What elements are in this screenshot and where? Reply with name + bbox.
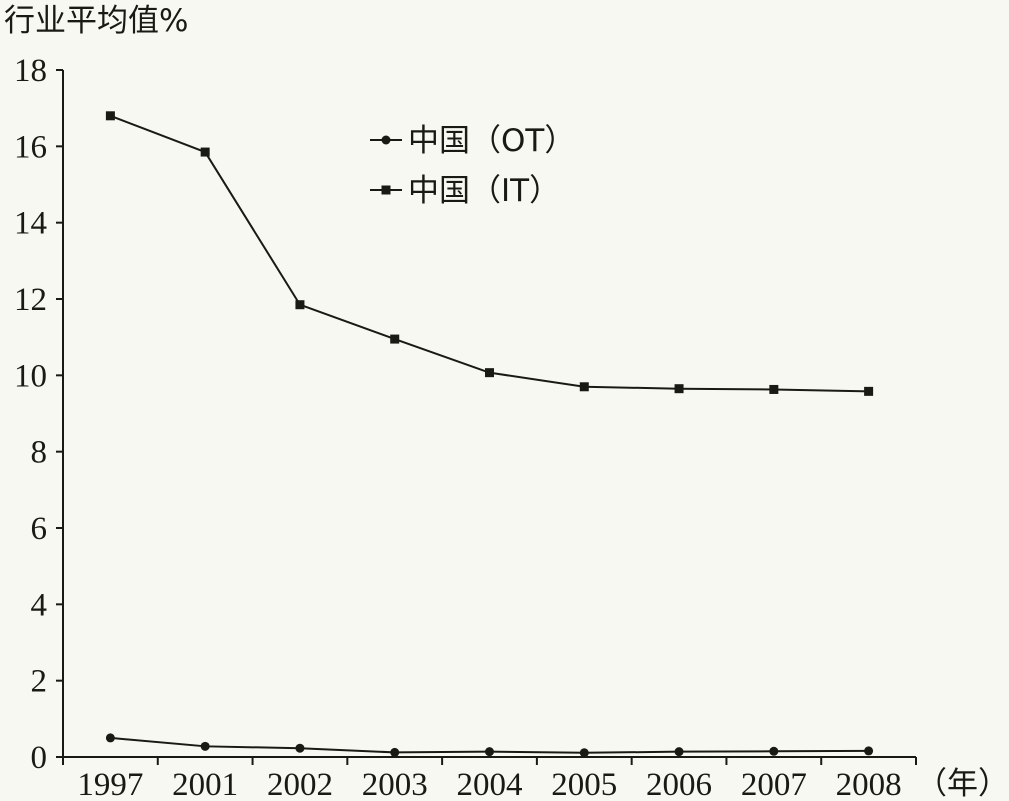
- x-tick-labels: 1997 2001 2002 2003 2004 2005 2006 2007 2008: [77, 767, 901, 801]
- circle-point: [769, 746, 779, 756]
- x-tick-label: 2007: [741, 767, 807, 801]
- y-tick-label: 12: [14, 282, 47, 318]
- series-layer: [105, 111, 874, 758]
- circle-point: [390, 747, 400, 757]
- legend: 中国（OT） 中国（IT）: [370, 123, 575, 209]
- x-tick-label: 2005: [551, 767, 617, 801]
- x-tick-label: 2001: [172, 767, 238, 801]
- legend-item: 中国（IT）: [370, 173, 560, 209]
- x-tick-label: 2008: [836, 767, 902, 801]
- y-tick-label: 0: [31, 740, 48, 776]
- y-tick-label: 16: [14, 129, 47, 165]
- y-tick-label: 14: [14, 206, 47, 242]
- legend-label: 中国（IT）: [408, 173, 560, 209]
- legend-circle-marker: [381, 135, 391, 145]
- axes: [56, 69, 917, 765]
- square-point: [579, 382, 589, 392]
- x-tick-label: 2003: [362, 767, 428, 801]
- y-axis-title: 行业平均值%: [4, 3, 188, 39]
- circle-point: [579, 748, 589, 758]
- square-point: [295, 300, 305, 310]
- y-tick-label: 6: [31, 511, 48, 547]
- y-tick-label: 18: [14, 53, 47, 89]
- x-tick-label: 2006: [646, 767, 712, 801]
- square-point: [769, 384, 779, 394]
- square-point: [485, 368, 494, 378]
- series-ot: [105, 733, 874, 758]
- series-it: [105, 111, 874, 396]
- circle-point: [864, 746, 874, 756]
- y-tick-label: 4: [31, 587, 48, 623]
- circle-point: [105, 733, 115, 743]
- circle-point: [485, 747, 494, 757]
- x-tick-label: 2004: [457, 767, 523, 801]
- y-tick-label: 2: [31, 664, 48, 700]
- legend-item: 中国（OT）: [370, 123, 575, 159]
- square-point: [105, 111, 115, 121]
- circle-point: [200, 741, 210, 751]
- square-point: [864, 386, 874, 396]
- square-point: [674, 384, 684, 394]
- square-point: [390, 334, 400, 344]
- y-tick-labels: 0 2 4 6 8 10 12 14 16 18: [14, 53, 47, 776]
- legend-square-marker: [381, 185, 391, 195]
- y-tick-label: 8: [31, 435, 48, 471]
- legend-label: 中国（OT）: [408, 123, 575, 159]
- x-tick-label: 1997: [77, 767, 143, 801]
- x-tick-label: 2002: [267, 767, 333, 801]
- circle-point: [295, 743, 305, 753]
- x-axis-title: （年）: [916, 766, 1009, 801]
- circle-point: [674, 747, 684, 757]
- y-tick-label: 10: [14, 358, 47, 394]
- square-point: [200, 147, 210, 157]
